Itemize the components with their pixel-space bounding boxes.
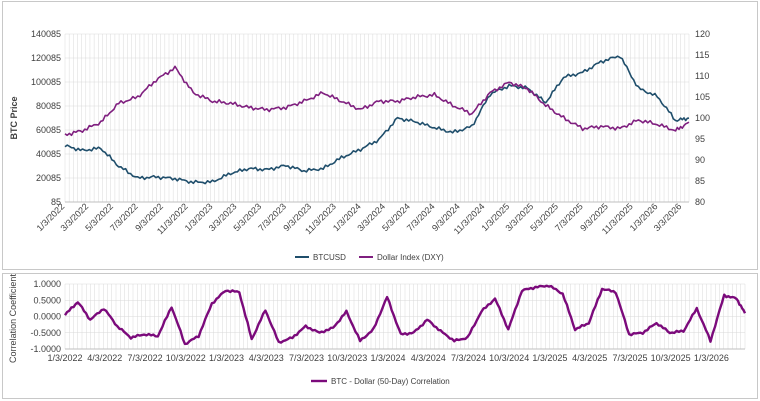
y-tick-label: 140085 [31, 29, 61, 39]
legend: BTCUSD Dollar Index (DXY) [295, 253, 444, 262]
y-tick-label: 1.0000 [33, 279, 61, 289]
price-chart-panel: 140085 120085 100085 80085 60085 40085 20085 85… [2, 1, 758, 270]
x-tick-label: 7/3/2025 [612, 353, 647, 363]
x-tick-label: 4/3/2022 [87, 353, 122, 363]
legend: BTC - Dollar (50-Day) Correlation [311, 377, 450, 386]
correlation-chart: 1.0000 0.5000 0.0000 -0.5000 -1.00001/3/2022… [8, 274, 747, 386]
btc-dxy-price-chart: 140085 120085 100085 80085 60085 40085 20085 85… [9, 29, 710, 262]
x-tick-label: 10/3/2022 [166, 353, 206, 363]
y-tick-label: 20085 [36, 173, 61, 183]
y-tick-label: 0.5000 [33, 295, 61, 305]
x-tick-label: 4/3/2025 [572, 353, 607, 363]
y2-tick-label: 110 [695, 71, 709, 81]
x-tick-label: 10/3/2025 [651, 353, 691, 363]
y-tick-label: 0.0000 [33, 312, 61, 322]
x-tick-label: 7/3/2023 [289, 353, 324, 363]
y2-tick-label: 95 [695, 134, 705, 144]
legend-label: Dollar Index (DXY) [377, 253, 444, 262]
y-tick-label: 100085 [31, 77, 61, 87]
y2-tick-label: 80 [695, 197, 705, 207]
x-tick-label: 1/3/2025 [532, 353, 567, 363]
y-tick-label: 80085 [36, 101, 61, 111]
y2-tick-label: 105 [695, 92, 710, 102]
correlation-chart-panel: 1.0000 0.5000 0.0000 -0.5000 -1.0000 1/3/2022… [2, 273, 758, 399]
x-tick-label: 1/3/2022 [47, 353, 82, 363]
x-tick-label: 7/3/2022 [128, 353, 163, 363]
legend-label: BTC - Dollar (50-Day) Correlation [331, 377, 450, 386]
x-tick-label: 7/3/2024 [451, 353, 486, 363]
y-tick-label: 120085 [31, 53, 61, 63]
y-tick-label: -1.0000 [30, 344, 61, 354]
y2-tick-label: 90 [695, 155, 705, 165]
y2-tick-label: 100 [695, 113, 710, 123]
x-tick-label: 1/3/2024 [370, 353, 405, 363]
y-tick-label: 40085 [36, 149, 61, 159]
y-axis-title: BTC Price [9, 96, 19, 139]
btc-price-line [64, 55, 690, 185]
y2-tick-label: 115 [695, 50, 709, 60]
correlation-line [63, 284, 747, 346]
y-tick-label: -0.5000 [30, 328, 61, 338]
x-tick-label: 4/3/2023 [249, 353, 284, 363]
y2-tick-label: 85 [695, 176, 705, 186]
y-tick-label: 85 [51, 197, 61, 207]
x-tick-label: 10/3/2024 [489, 353, 529, 363]
dxy-line [64, 65, 690, 137]
y-axis-title: Correlation Coefficient [8, 274, 18, 363]
x-tick-label: 1/3/2026 [694, 353, 729, 363]
y-tick-label: 60085 [36, 125, 61, 135]
legend-label: BTCUSD [313, 253, 346, 262]
y2-tick-label: 120 [695, 29, 710, 39]
x-tick-label: 10/3/2023 [327, 353, 367, 363]
x-tick-label: 4/3/2024 [411, 353, 446, 363]
x-tick-label: 1/3/2023 [209, 353, 244, 363]
